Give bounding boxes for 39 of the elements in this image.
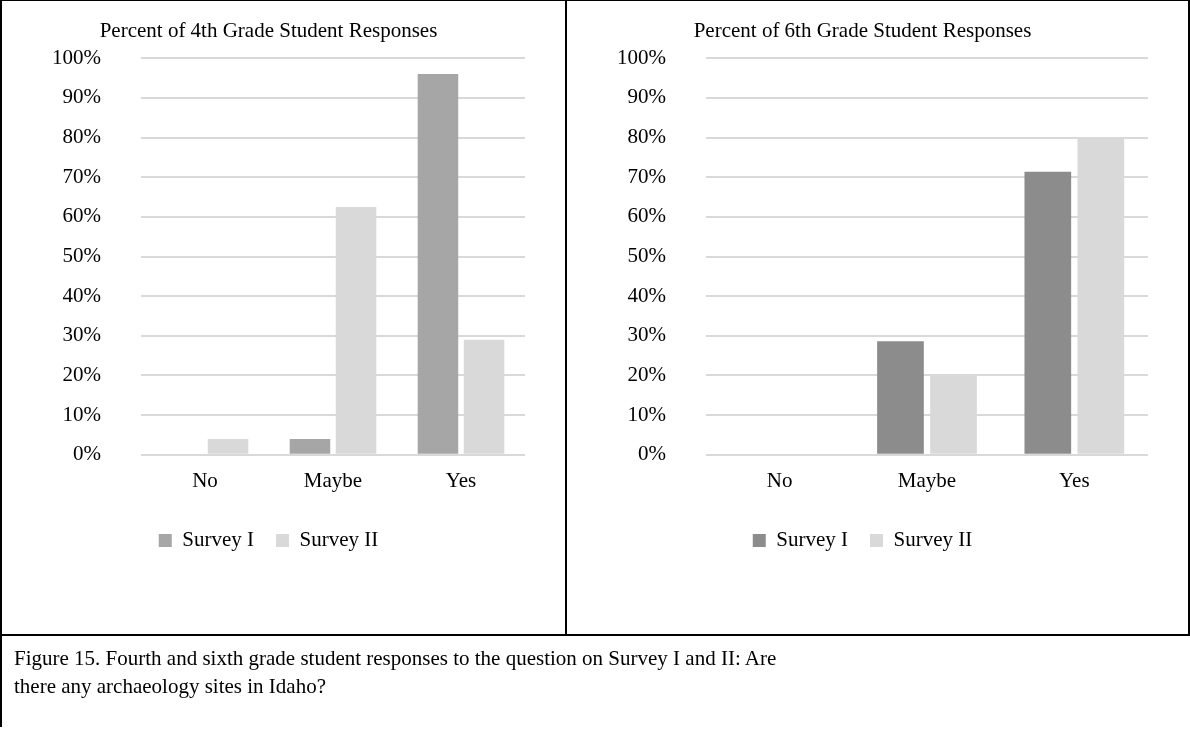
bar bbox=[289, 438, 331, 454]
y-tick-label: 70% bbox=[62, 163, 101, 188]
x-tick-label: Yes bbox=[1059, 467, 1090, 492]
x-tick-label: No bbox=[192, 467, 218, 492]
y-tick-label: 50% bbox=[627, 243, 666, 268]
legend-label: Survey I bbox=[776, 527, 849, 552]
y-tick-label: 50% bbox=[62, 243, 101, 268]
y-tick-label: 80% bbox=[62, 124, 101, 149]
y-tick-label: 40% bbox=[62, 282, 101, 307]
chart-title: Percent of 4th Grade Student Responses bbox=[99, 18, 438, 43]
y-tick-label: 80% bbox=[627, 124, 666, 149]
x-tick-label: Yes bbox=[445, 467, 477, 492]
legend-label: Survey II bbox=[893, 527, 973, 552]
x-tick-label: Maybe bbox=[897, 467, 957, 492]
y-tick-label: 60% bbox=[627, 203, 666, 228]
y-tick-label: 90% bbox=[627, 84, 666, 109]
x-tick-label: Maybe bbox=[303, 467, 363, 492]
y-tick-label: 0% bbox=[637, 441, 666, 466]
y-tick-label: 100% bbox=[51, 44, 101, 69]
y-tick-label: 30% bbox=[62, 322, 101, 347]
x-tick-label: No bbox=[766, 467, 793, 492]
bar bbox=[877, 341, 924, 454]
bar bbox=[1024, 171, 1072, 454]
bar bbox=[417, 74, 459, 454]
y-tick-label: 0% bbox=[72, 441, 101, 466]
y-tick-label: 40% bbox=[627, 282, 666, 307]
y-tick-label: 10% bbox=[627, 401, 666, 426]
y-tick-label: 90% bbox=[62, 84, 101, 109]
caption: Figure 15. Fourth and sixth grade student responses to the question on Survey I and II: Are there any archaeology sites in Idaho? bbox=[14, 645, 778, 700]
y-tick-label: 30% bbox=[627, 322, 666, 347]
y-tick-label: 20% bbox=[627, 362, 666, 386]
y-tick-label: 60% bbox=[62, 203, 101, 228]
y-tick-label: 10% bbox=[62, 401, 101, 426]
legend-label: Survey I bbox=[182, 527, 255, 552]
y-tick-label: 70% bbox=[627, 163, 666, 188]
y-tick-label: 20% bbox=[62, 362, 101, 386]
legend-label: Survey II bbox=[299, 527, 379, 552]
y-tick-label: 100% bbox=[616, 44, 666, 69]
chart-title: Percent of 6th Grade Student Responses bbox=[693, 18, 1032, 43]
